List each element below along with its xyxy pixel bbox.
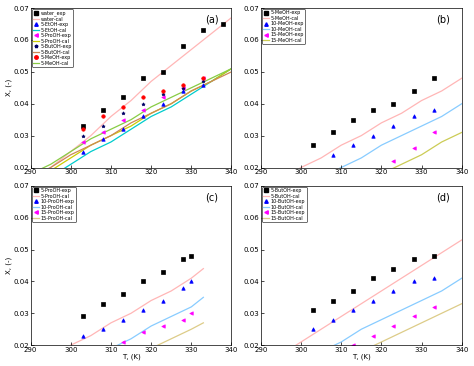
Y-axis label: X, (-): X, (-) [6, 79, 12, 96]
Legend: 5-ProOH-exp, 5-ProOH-cal, 10-ProOH-exp, 10-ProOH-cal, 15-ProOH-exp, 15-ProOH-cal: 5-ProOH-exp, 5-ProOH-cal, 10-ProOH-exp, … [32, 187, 76, 222]
Legend: 5-MeOH-exp, 5-MeOH-cal, 10-MeOH-exp, 10-MeOH-cal, 15-MeOH-exp, 15-MeOH-cal: 5-MeOH-exp, 5-MeOH-cal, 10-MeOH-exp, 10-… [262, 9, 305, 44]
Legend: water_exp, water-cal, 5-EtOH-exp, 5-EtOH-cal, 5-ProOH-exp, 5-ProOH-cal, 5-ButOH-: water_exp, water-cal, 5-EtOH-exp, 5-EtOH… [32, 9, 73, 67]
X-axis label: T, (K): T, (K) [122, 354, 140, 361]
Text: (d): (d) [436, 192, 449, 202]
Legend: 5-ButOH-exp, 5-ButOH-cal, 10-ButOH-exp, 10-ButOH-cal, 15-ButOH-exp, 15-ButOH-cal: 5-ButOH-exp, 5-ButOH-cal, 10-ButOH-exp, … [262, 187, 307, 222]
X-axis label: T, (K): T, (K) [352, 354, 371, 361]
Y-axis label: X, (-): X, (-) [6, 257, 12, 274]
Text: (a): (a) [205, 14, 219, 25]
Text: (b): (b) [436, 14, 449, 25]
Text: (c): (c) [205, 192, 219, 202]
